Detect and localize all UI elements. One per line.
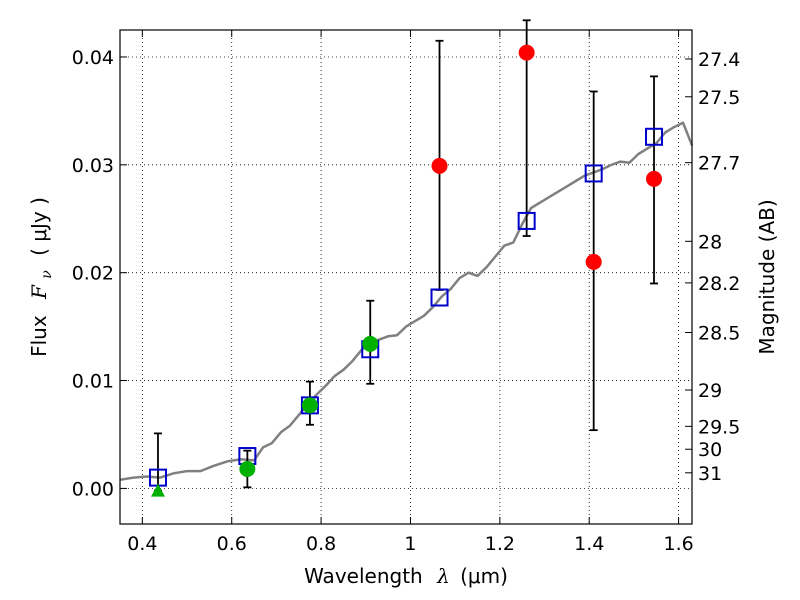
x-tick-label: 1.2 <box>485 533 515 555</box>
magnitude-tick-label: 28 <box>698 231 722 253</box>
model-point-square <box>430 288 449 307</box>
model-spectrum-line <box>119 121 694 482</box>
magnitude-tick-label: 27.5 <box>698 87 740 109</box>
magnitude-tick-label: 28.2 <box>698 273 740 295</box>
plot-frame <box>119 29 693 525</box>
x-tick-label: 1 <box>404 533 416 555</box>
x-tick-label: 1.4 <box>574 533 604 555</box>
red-data-point <box>585 253 602 270</box>
x-tick-label: 1.6 <box>663 533 693 555</box>
detections-layer <box>150 44 663 497</box>
y-tick-label: 0.00 <box>72 478 114 500</box>
magnitude-tick-label: 27.7 <box>698 153 740 175</box>
ticks-layer: 0.4 0.6 0.8 1 1.2 1.4 1.6 0.00 0.01 0.02 0.03 0.04 2… <box>72 30 740 555</box>
x-tick-label: 0.4 <box>127 533 157 555</box>
y-tick-label: 0.02 <box>72 263 114 285</box>
green-data-point <box>362 335 379 352</box>
model-spectrum-layer <box>119 121 694 482</box>
model-points-layer <box>148 127 664 487</box>
red-data-point <box>518 44 535 61</box>
y-tick-label: 0.04 <box>72 47 114 69</box>
green-data-point <box>239 460 256 477</box>
x-axis-label: Wavelength λ (μm) <box>304 564 508 588</box>
y-tick-label: 0.03 <box>72 155 114 177</box>
magnitude-tick-label: 31 <box>698 463 722 485</box>
x-tick-label: 0.6 <box>217 533 247 555</box>
magnitude-tick-label: 29 <box>698 380 722 402</box>
magnitude-tick-label: 29.5 <box>698 416 740 438</box>
model-point-square <box>645 127 664 146</box>
y-tick-label: 0.01 <box>72 371 114 393</box>
red-data-point <box>431 157 448 174</box>
red-data-point <box>646 170 663 187</box>
model-point-square <box>517 211 536 230</box>
grid-lines <box>120 30 692 524</box>
model-point-square <box>584 164 603 183</box>
limit-triangle-marker <box>150 483 165 497</box>
magnitude-tick-label: 27.4 <box>698 49 740 71</box>
magnitude-tick-label: 28.5 <box>698 323 740 345</box>
magnitude-tick-label: 30 <box>698 439 722 461</box>
magnitude-axis-label: Magnitude (AB) <box>755 199 779 354</box>
green-data-point <box>301 397 318 414</box>
y-axis-label: Flux F ν ( μJy ) <box>27 197 56 357</box>
x-tick-label: 0.8 <box>306 533 336 555</box>
error-bars-layer <box>153 19 659 492</box>
